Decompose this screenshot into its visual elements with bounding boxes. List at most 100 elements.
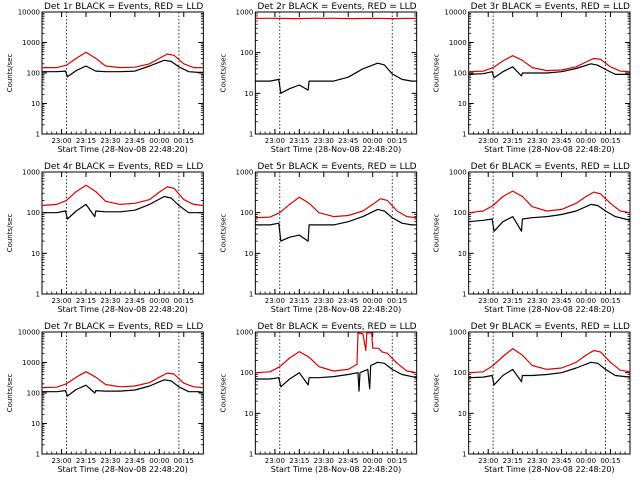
series-events-line [468,63,630,79]
y-tick-label: 10 [458,250,467,258]
y-tick-label: 10 [31,250,40,258]
y-tick-label: 10 [458,100,467,108]
y-axis-title: Counts/sec [6,374,14,413]
series-lld-line [255,332,417,374]
x-tick-label: 00:00 [149,137,169,145]
x-tick-label: 00:00 [576,457,596,465]
series-lld-line [468,190,631,214]
series-events-line [42,59,204,78]
panel-3: Det 3r BLACK = Events, RED = LLD 1 10 100 10… [433,2,631,154]
y-tick-label: 1 [462,131,466,139]
y-tick-label: 100 [453,369,466,377]
y-tick-label: 10000 [18,9,40,17]
x-tick-label: 00:15 [387,297,407,305]
x-tick-label: 23:00 [265,297,285,305]
y-axis-title: Counts/sec [433,374,441,413]
panel-5: Det 5r BLACK = Events, RED = LLD 1 10 100 10… [219,162,418,314]
y-tick-label: 10 [244,250,253,258]
x-tick-label: 00:00 [576,297,596,305]
x-tick-label: 00:00 [149,297,169,305]
x-axis-title: Start Time (28-Nov-08 22:48:20) [57,145,187,154]
y-tick-label: 1 [462,451,466,459]
plot-frame [468,331,631,455]
x-tick-label: 23:45 [338,137,358,145]
panel-title: Det 5r BLACK = Events, RED = LLD [257,162,416,172]
x-tick-label: 23:00 [478,137,498,145]
x-tick-label: 23:45 [338,457,358,465]
panel-title: Det 6r BLACK = Events, RED = LLD [471,162,630,172]
y-tick-label: 1000 [22,359,40,367]
series-lld-line [468,55,631,73]
y-tick-label: 10 [458,410,467,418]
x-axis-title: Start Time (28-Nov-08 22:48:20) [484,465,614,474]
x-axis-title: Start Time (28-Nov-08 22:48:20) [484,305,614,314]
series-lld-line [41,184,204,207]
y-tick-label: 10000 [444,9,466,17]
y-tick-label: 1 [249,131,253,139]
y-tick-label: 1000 [22,169,40,177]
x-tick-label: 23:00 [51,297,71,305]
y-tick-label: 10 [244,410,253,418]
panel-title: Det 4r BLACK = Events, RED = LLD [44,162,203,172]
x-tick-label: 00:15 [600,297,620,305]
y-tick-label: 100 [453,70,466,78]
x-tick-label: 23:15 [503,137,523,145]
y-tick-label: 1 [462,291,466,299]
x-tick-label: 00:15 [387,457,407,465]
x-tick-label: 00:00 [363,137,383,145]
x-tick-label: 23:45 [125,457,145,465]
x-tick-label: 00:00 [363,297,383,305]
x-tick-label: 23:15 [289,457,309,465]
y-tick-label: 10 [244,90,253,98]
plot-frame [254,11,418,135]
y-axis-title: Counts/sec [219,54,227,93]
x-tick-label: 23:00 [265,457,285,465]
series-events-line [42,195,204,220]
panel-title: Det 7r BLACK = Events, RED = LLD [44,322,203,332]
y-axis-title: Counts/sec [6,54,14,93]
x-tick-label: 23:15 [76,297,96,305]
x-tick-label: 00:00 [363,457,383,465]
panel-4: Det 4r BLACK = Events, RED = LLD 1 10 100 10… [6,162,204,314]
x-tick-label: 23:30 [527,457,547,465]
panel-6: Det 6r BLACK = Events, RED = LLD 1 10 100 10… [433,162,631,314]
series-lld-line [255,196,417,219]
plot-frame [468,171,631,295]
y-tick-label: 1 [36,131,40,139]
x-tick-label: 23:45 [125,137,145,145]
panel-title: Det 2r BLACK = Events, RED = LLD [257,2,416,12]
x-tick-label: 23:30 [100,137,120,145]
x-tick-label: 23:45 [551,297,571,305]
y-tick-label: 100 [240,369,253,377]
x-axis-title: Start Time (28-Nov-08 22:48:20) [271,465,401,474]
y-axis-title: Counts/sec [219,374,227,413]
x-tick-label: 23:45 [551,137,571,145]
x-tick-label: 23:30 [527,297,547,305]
panel-9: Det 9r BLACK = Events, RED = LLD 1 10 100 10… [433,322,631,474]
x-tick-label: 00:00 [576,137,596,145]
x-tick-label: 23:45 [125,297,145,305]
y-tick-label: 1 [249,291,253,299]
x-tick-label: 23:30 [314,137,334,145]
x-tick-label: 23:30 [100,297,120,305]
x-axis-title: Start Time (28-Nov-08 22:48:20) [271,145,401,154]
y-tick-label: 100 [27,70,40,78]
panel-2: Det 2r BLACK = Events, RED = LLD 1 10 100 10… [219,2,418,154]
series-events-line [468,203,631,232]
x-tick-label: 23:15 [503,297,523,305]
x-axis-title: Start Time (28-Nov-08 22:48:20) [57,465,187,474]
x-tick-label: 23:15 [289,137,309,145]
series-events-line [42,379,204,397]
y-axis-title: Counts/sec [219,214,227,253]
x-tick-label: 23:30 [314,457,334,465]
x-tick-label: 23:30 [100,457,120,465]
x-tick-label: 23:45 [551,457,571,465]
y-tick-label: 1000 [449,169,467,177]
x-tick-label: 00:15 [387,137,407,145]
x-tick-label: 23:15 [503,457,523,465]
plot-frame [41,171,204,295]
y-tick-label: 1 [249,451,253,459]
plot-frame [254,331,418,455]
